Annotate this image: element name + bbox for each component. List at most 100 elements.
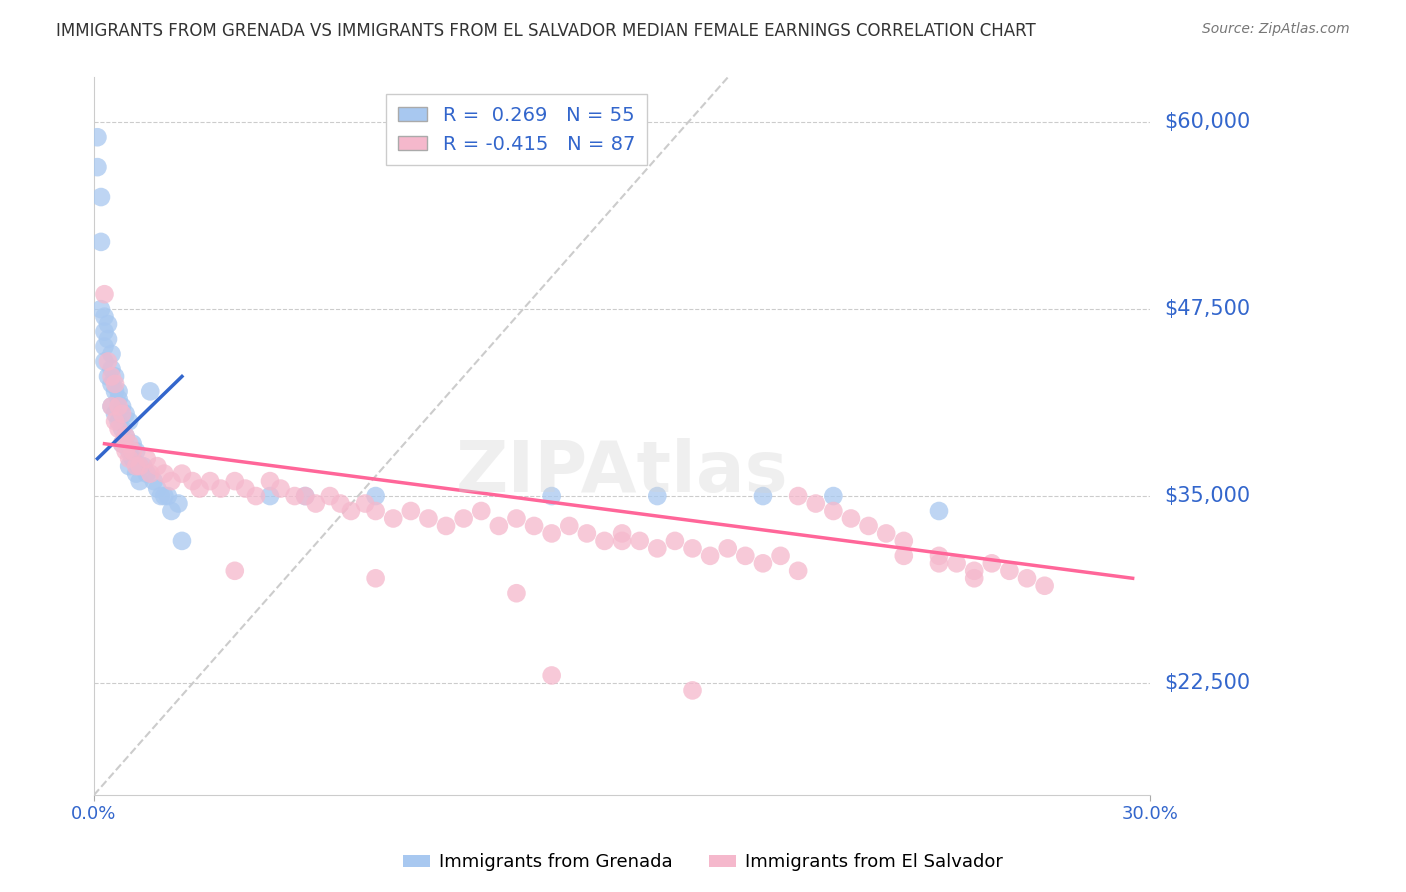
Point [125,444,148,458]
Point [1015,571,1038,585]
Point [153,467,176,481]
Point [628,533,651,548]
Point [107,392,129,406]
Text: $22,500: $22,500 [1164,673,1250,693]
Point [364,489,387,503]
Point [111,400,134,414]
Point [523,519,546,533]
Point [93,287,115,301]
Point [682,541,704,556]
Point [823,489,845,503]
Point [928,504,950,518]
Point [114,429,136,443]
Point [139,384,162,399]
Point [540,668,562,682]
Point [146,459,169,474]
Point [319,489,342,503]
Point [209,482,232,496]
Point [118,436,141,450]
Point [928,549,950,563]
Point [505,586,527,600]
Legend: Immigrants from Grenada, Immigrants from El Salvador: Immigrants from Grenada, Immigrants from… [396,847,1010,879]
Text: $47,500: $47,500 [1164,299,1250,319]
Point [928,557,950,571]
Point [963,564,986,578]
Text: $60,000: $60,000 [1164,112,1250,132]
Point [107,384,129,399]
Point [259,489,281,503]
Point [104,384,127,399]
Point [170,467,193,481]
Point [121,444,143,458]
Point [160,504,183,518]
Point [139,467,162,481]
Point [980,557,1002,571]
Point [104,407,127,421]
Point [114,429,136,443]
Point [93,354,115,368]
Point [224,474,246,488]
Point [93,325,115,339]
Point [125,467,148,481]
Point [100,369,122,384]
Point [132,459,155,474]
Point [128,459,150,474]
Point [142,474,165,488]
Point [399,504,422,518]
Point [647,541,669,556]
Point [90,235,112,249]
Point [305,496,328,510]
Point [121,436,143,450]
Point [823,504,845,518]
Point [100,362,122,376]
Point [135,451,157,466]
Point [128,459,150,474]
Point [107,422,129,436]
Point [135,467,157,481]
Point [382,511,405,525]
Point [149,489,172,503]
Point [488,519,510,533]
Point [233,482,256,496]
Point [1033,579,1056,593]
Point [153,489,176,503]
Point [354,496,377,510]
Point [114,444,136,458]
Point [259,474,281,488]
Point [610,533,633,548]
Point [787,489,810,503]
Legend: R =  0.269   N = 55, R = -0.415   N = 87: R = 0.269 N = 55, R = -0.415 N = 87 [387,95,647,165]
Point [893,533,915,548]
Point [100,347,122,361]
Point [752,489,775,503]
Point [128,474,150,488]
Point [505,511,527,525]
Point [593,533,616,548]
Point [114,407,136,421]
Point [97,354,120,368]
Point [118,451,141,466]
Point [998,564,1021,578]
Point [575,526,598,541]
Point [86,160,108,174]
Point [170,533,193,548]
Point [294,489,316,503]
Point [97,332,120,346]
Point [86,130,108,145]
Point [769,549,792,563]
Point [118,444,141,458]
Point [787,564,810,578]
Point [699,549,721,563]
Text: $35,000: $35,000 [1164,486,1250,506]
Point [804,496,827,510]
Point [540,489,562,503]
Point [104,376,127,391]
Point [647,489,669,503]
Point [364,504,387,518]
Point [100,376,122,391]
Point [125,459,148,474]
Point [875,526,897,541]
Point [104,414,127,428]
Point [858,519,880,533]
Point [893,549,915,563]
